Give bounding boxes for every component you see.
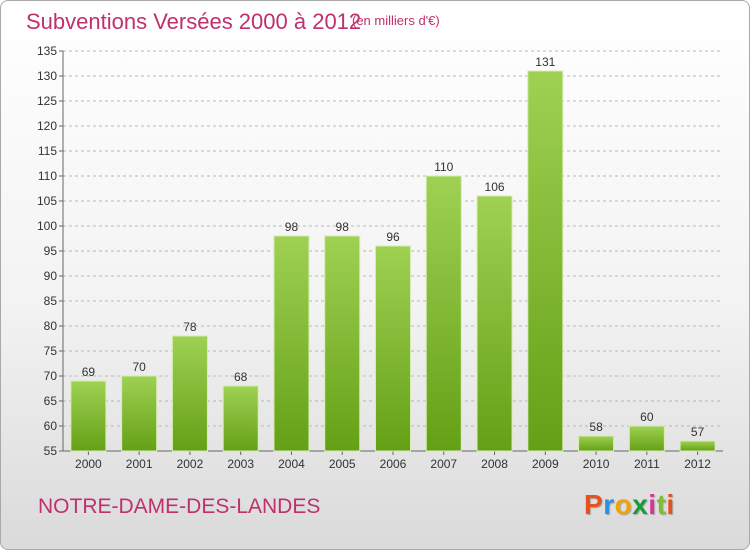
bar xyxy=(222,385,259,452)
x-tick-label: 2005 xyxy=(329,457,356,471)
data-label: 106 xyxy=(485,180,505,194)
bar xyxy=(324,235,361,452)
unit-note: (en milliers d'€) xyxy=(352,13,440,28)
y-tick-label: 55 xyxy=(44,444,58,458)
y-tick-label: 105 xyxy=(37,194,57,208)
bar xyxy=(425,175,462,452)
labels: 55 60 65 70 75 80 85 90 95 100 105 110 115 120 125 130 1… xyxy=(37,44,711,471)
bar xyxy=(70,380,107,452)
y-tick-label: 60 xyxy=(44,419,58,433)
logo-letter: x xyxy=(632,489,649,520)
data-label: 110 xyxy=(434,160,453,174)
logo-letter: P xyxy=(584,489,604,520)
x-tick-label: 2010 xyxy=(583,457,610,471)
y-tick-label: 70 xyxy=(44,369,58,383)
x-tick-label: 2000 xyxy=(75,457,102,471)
x-tick-label: 2011 xyxy=(634,457,660,471)
x-tick-label: 2012 xyxy=(684,457,711,471)
x-tick-label: 2003 xyxy=(227,457,254,471)
logo-letter: i xyxy=(648,489,657,520)
x-tick-label: 2006 xyxy=(380,457,407,471)
data-label: 98 xyxy=(285,220,299,234)
y-tick-label: 120 xyxy=(37,119,57,133)
bar xyxy=(578,435,615,452)
chart-title: Subventions Versées 2000 à 2012 xyxy=(26,9,362,34)
data-label: 98 xyxy=(336,220,350,234)
bar xyxy=(527,70,564,452)
y-tick-label: 110 xyxy=(38,169,57,183)
y-tick-label: 135 xyxy=(37,44,57,58)
bar xyxy=(476,195,513,452)
bar xyxy=(273,235,310,452)
y-tick-label: 115 xyxy=(38,144,57,158)
bars xyxy=(70,70,716,452)
bar xyxy=(628,425,665,452)
y-tick-label: 130 xyxy=(37,69,57,83)
y-tick-label: 90 xyxy=(44,269,58,283)
y-tick-label: 85 xyxy=(44,294,58,308)
x-tick-label: 2007 xyxy=(430,457,457,471)
logo-letter: o xyxy=(614,489,633,520)
data-label: 78 xyxy=(183,320,197,334)
data-label: 69 xyxy=(82,365,96,379)
bar xyxy=(375,245,411,452)
y-tick-label: 80 xyxy=(44,319,58,333)
x-tick-label: 2002 xyxy=(177,457,204,471)
data-label: 58 xyxy=(589,420,603,434)
bar xyxy=(679,440,716,452)
x-tick-label: 2009 xyxy=(532,457,559,471)
data-label: 68 xyxy=(234,370,248,384)
data-label: 70 xyxy=(132,360,146,374)
y-tick-label: 100 xyxy=(37,219,57,233)
data-label: 96 xyxy=(386,230,400,244)
bar xyxy=(121,375,158,452)
x-tick-label: 2008 xyxy=(481,457,508,471)
commune-name: NOTRE-DAME-DES-LANDES xyxy=(38,495,321,518)
y-tick-label: 75 xyxy=(44,344,58,358)
x-tick-label: 2001 xyxy=(126,457,153,471)
logo-letter: r xyxy=(603,489,615,520)
data-label: 60 xyxy=(640,410,654,424)
y-tick-label: 65 xyxy=(44,394,58,408)
data-label: 131 xyxy=(535,55,555,69)
y-tick-label: 125 xyxy=(37,94,57,108)
y-tick-label: 95 xyxy=(44,244,58,258)
bar xyxy=(171,335,208,452)
logo-letter: t xyxy=(656,489,667,520)
x-tick-label: 2004 xyxy=(278,457,305,471)
proxiti-logo: Proxiti xyxy=(584,489,675,521)
logo-letter: i xyxy=(666,489,675,520)
data-label: 57 xyxy=(691,425,705,439)
